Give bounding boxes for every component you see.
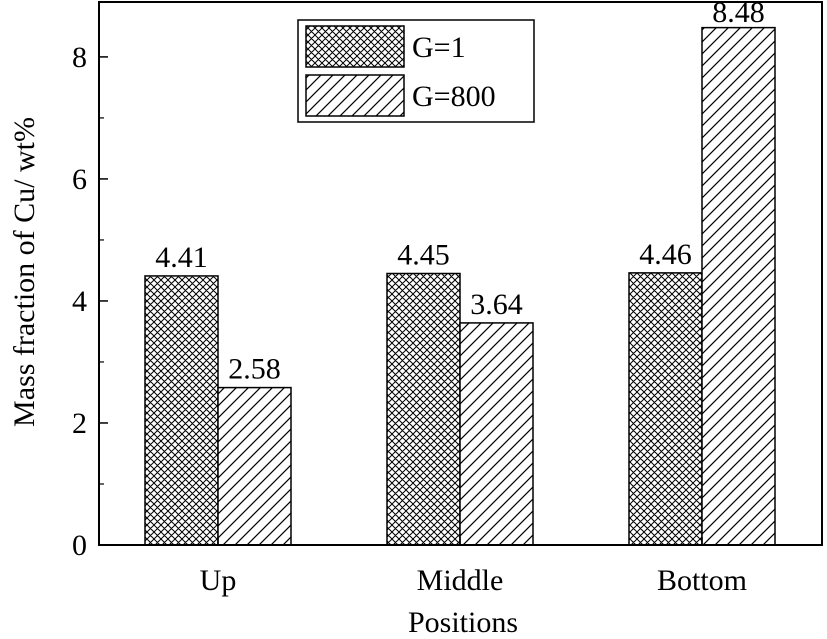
bar-value-label: 2.58 [228, 353, 281, 386]
y-axis-title: Mass fraction of Cu/ wt% [8, 117, 41, 427]
bar-labels-layer: 4.41 4.45 4.46 2.58 3.64 8.48 [155, 0, 765, 386]
y-tick-label: 8 [72, 41, 87, 74]
bar-value-label: 4.46 [639, 238, 692, 271]
legend-swatch-g800 [305, 74, 405, 117]
ticks-layer: 0 2 4 6 8 Up Middle Bottom [72, 41, 747, 597]
x-axis-title: Positions [408, 606, 518, 639]
plot-frame [98, 1, 823, 546]
legend-label-g1: G=1 [412, 31, 466, 64]
y-tick-label: 2 [72, 407, 87, 440]
x-tick-label: Middle [417, 564, 504, 597]
bar-middle-series-0 [386, 272, 461, 546]
bar-up-series-0 [144, 275, 219, 546]
y-tick-label: 6 [72, 163, 87, 196]
legend: G=1 G=800 [297, 19, 535, 123]
bar-bottom-series-0 [628, 272, 703, 546]
bar-value-label: 4.45 [397, 239, 450, 272]
bar-bottom-series-1 [701, 26, 776, 546]
x-tick-label: Bottom [657, 564, 747, 597]
x-tick-label: Up [200, 564, 237, 597]
bar-value-label: 3.64 [470, 288, 523, 321]
legend-swatch-g1 [305, 25, 405, 68]
bar-value-label: 8.48 [712, 0, 765, 29]
bar-middle-series-1 [459, 322, 534, 546]
legend-label-g800: G=800 [412, 80, 496, 113]
y-tick-label: 0 [72, 529, 87, 562]
y-tick-label: 4 [72, 285, 87, 318]
bar-up-series-1 [217, 386, 292, 546]
bar-value-label: 4.41 [155, 241, 208, 274]
bars-layer [144, 26, 776, 546]
